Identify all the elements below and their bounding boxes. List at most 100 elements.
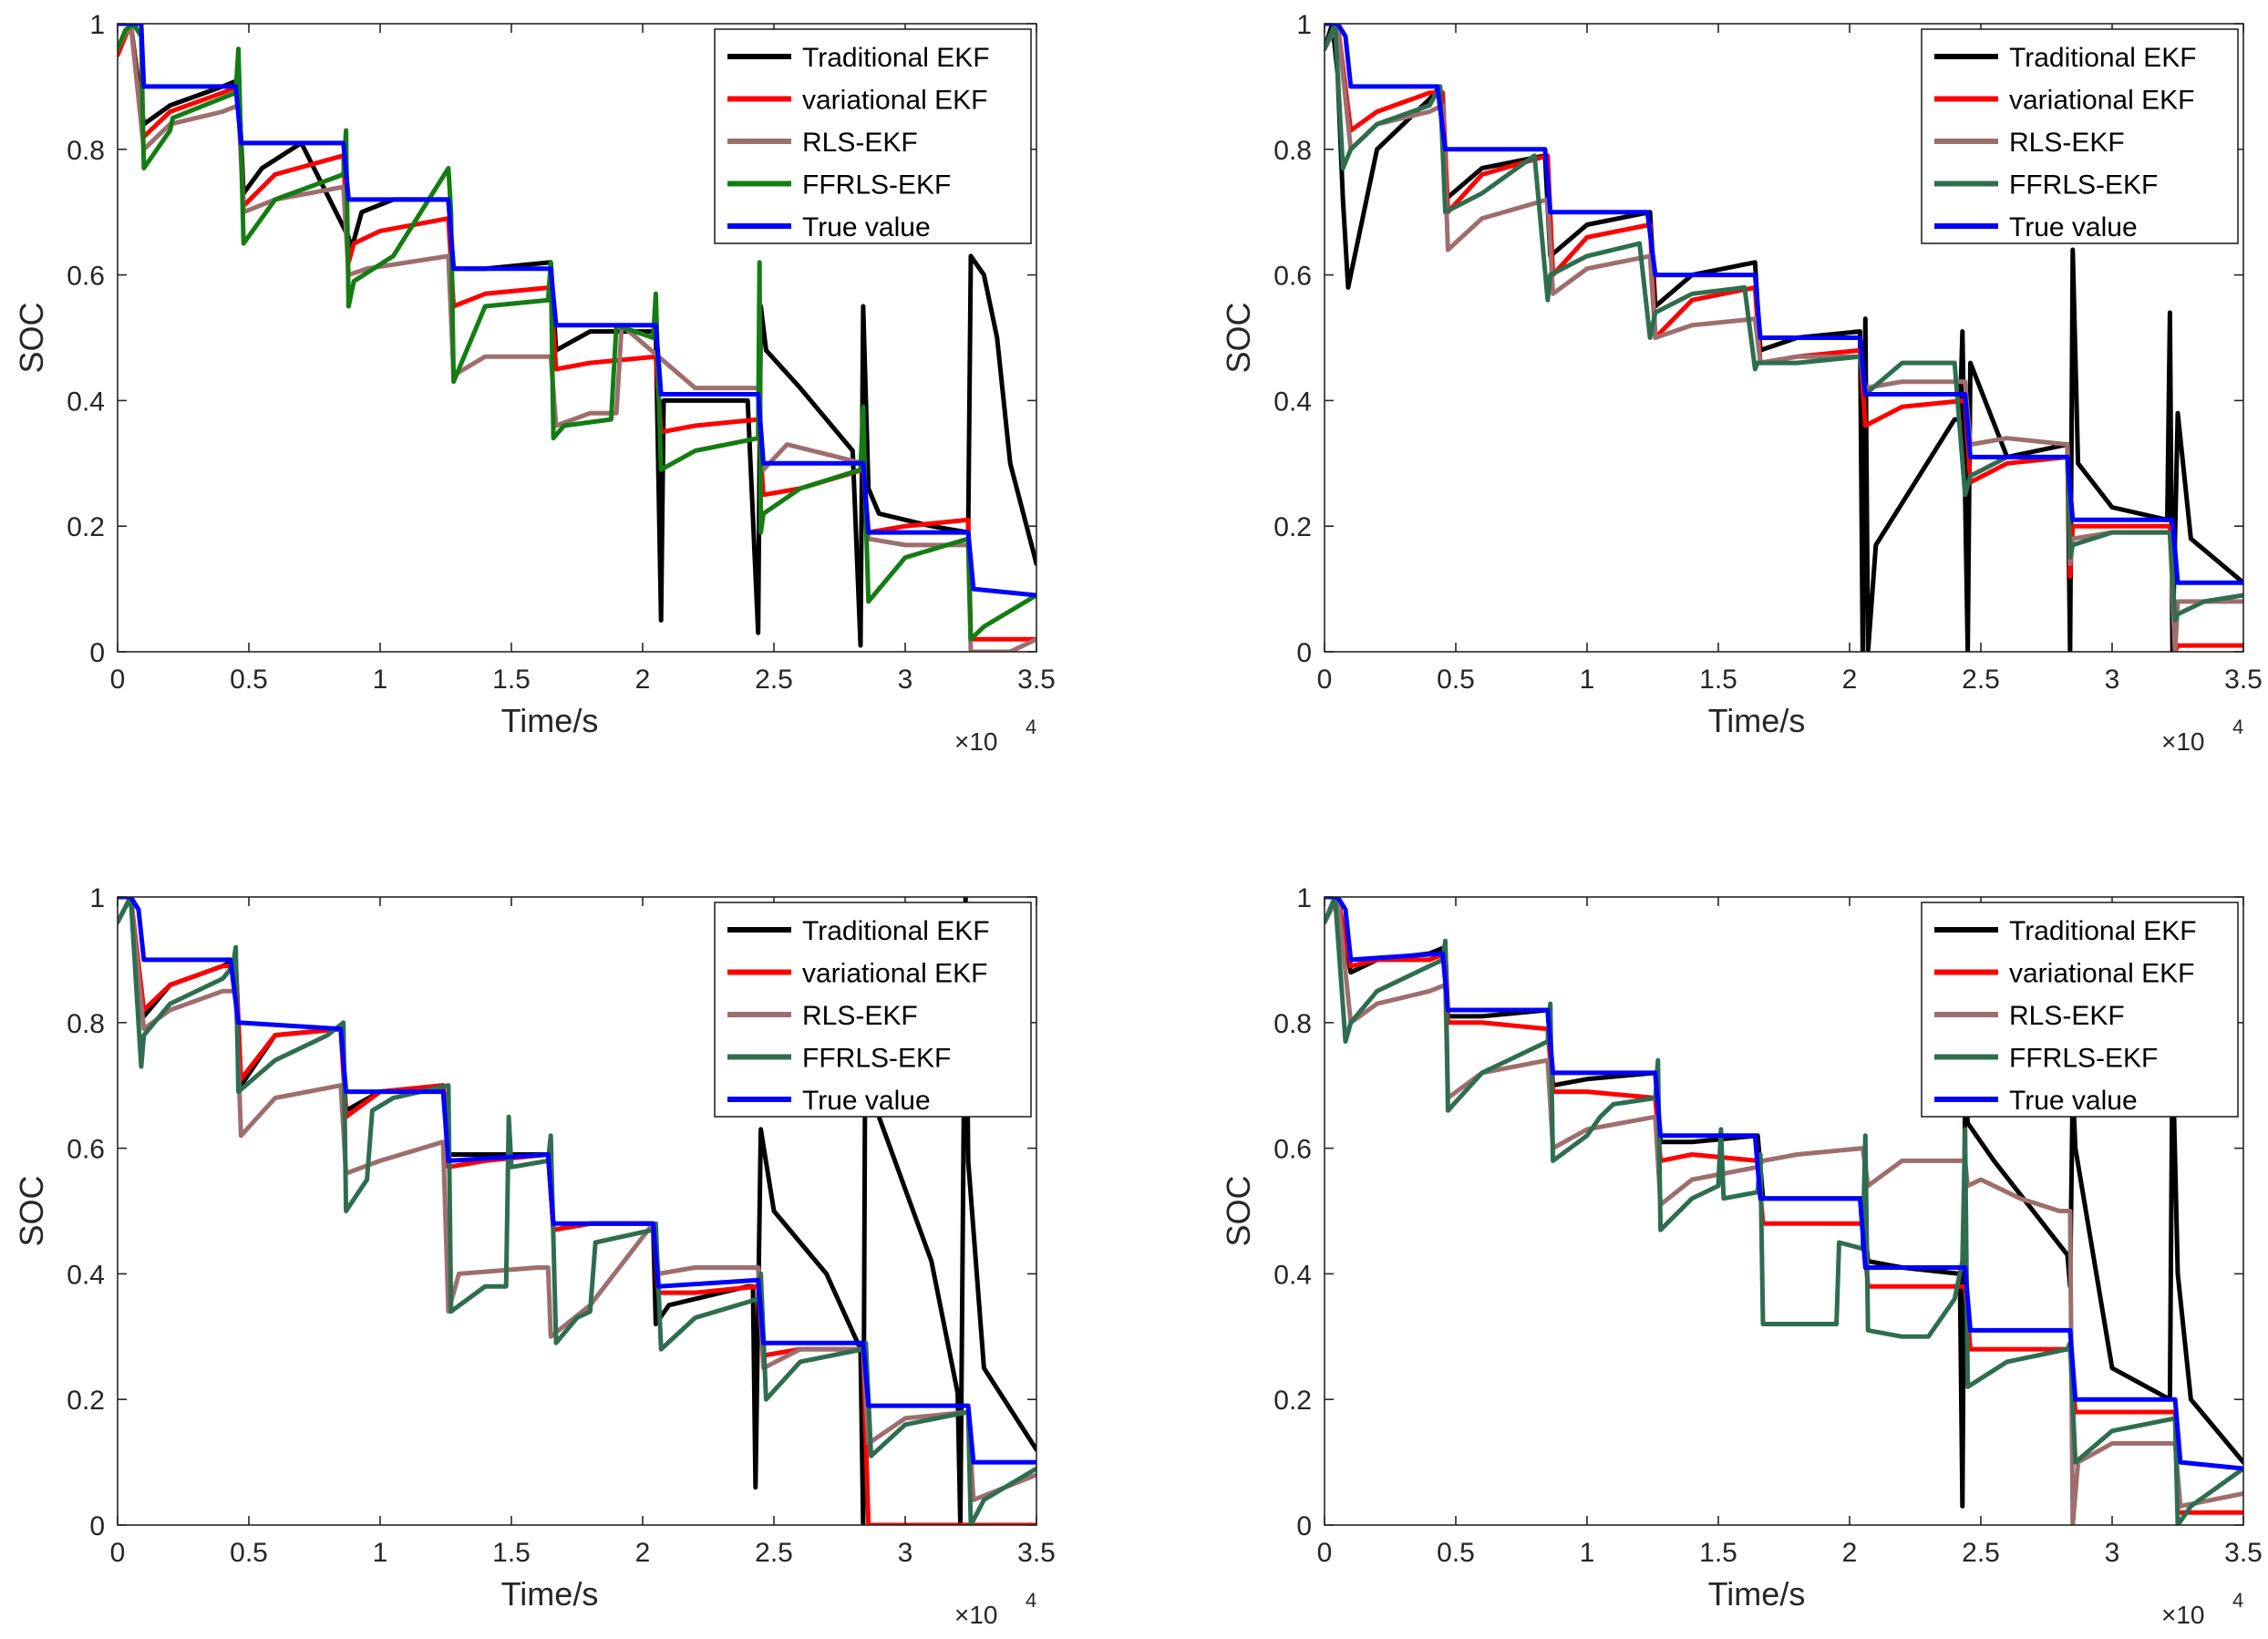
y-tick-label: 1 (89, 10, 105, 40)
legend: Traditional EKF variational EKF RLS-EKF FFR… (1921, 902, 2239, 1118)
legend-entry: Traditional EKF (802, 916, 990, 946)
y-tick-label: 0.8 (67, 1009, 105, 1039)
x-tick-label: 3.5 (1017, 665, 1056, 695)
x-tick-label: 2 (635, 1538, 651, 1568)
legend-entry: variational EKF (2009, 86, 2194, 116)
legend-entry: FFRLS-EKF (802, 170, 951, 201)
x-axis-label: Time/s (1708, 702, 1806, 739)
legend-entry: RLS-EKF (802, 128, 918, 158)
x-multiplier-exponent: 4 (1026, 1589, 1036, 1612)
y-tick-label: 1 (1296, 10, 1312, 40)
x-tick-label: 3 (898, 1538, 913, 1568)
y-tick-label: 0.6 (1273, 262, 1312, 292)
legend-entry: RLS-EKF (802, 1001, 918, 1031)
x-tick-label: 0 (1317, 665, 1333, 695)
series-line-true-value (1325, 24, 2243, 585)
y-tick-label: 1 (89, 883, 105, 913)
y-tick-label: 0.2 (67, 1386, 105, 1416)
x-tick-label: 2.5 (755, 1538, 793, 1568)
x-tick-label: 1 (1580, 665, 1595, 695)
y-tick-label: 0.4 (67, 387, 105, 417)
x-tick-label: 3.5 (2224, 665, 2263, 695)
series-line-ffrls-ekf (118, 897, 1036, 1525)
x-multiplier: ×10 (2161, 1601, 2205, 1629)
x-multiplier-exponent: 4 (1026, 716, 1036, 738)
y-axis-label: SOC (13, 302, 50, 373)
legend-entry: FFRLS-EKF (802, 1044, 951, 1074)
x-tick-label: 0 (110, 665, 126, 695)
axes-frame (1324, 896, 2244, 1526)
axes-frame (117, 23, 1037, 653)
x-tick-label: 1 (373, 665, 388, 695)
legend: Traditional EKF variational EKF RLS-EKF FFR… (714, 902, 1032, 1118)
x-axis-label: Time/s (501, 702, 599, 739)
x-tick-label: 2.5 (1962, 1538, 2000, 1568)
legend-entry: variational EKF (802, 86, 987, 116)
y-tick-label: 0 (1296, 1511, 1312, 1541)
y-tick-label: 0.2 (67, 512, 105, 542)
legend-box (714, 28, 1032, 244)
legend-box (714, 902, 1032, 1118)
y-tick-label: 0.2 (1273, 512, 1312, 542)
x-tick-label: 0 (1317, 1538, 1333, 1568)
axes-frame (117, 896, 1037, 1526)
y-tick-label: 0.6 (67, 262, 105, 292)
x-tick-label: 1 (1580, 1538, 1595, 1568)
series-line-true-value (118, 24, 1036, 598)
x-tick-label: 0.5 (230, 1538, 268, 1568)
legend-entry: True value (802, 212, 931, 242)
axes-frame (1324, 23, 2244, 653)
y-tick-label: 0.4 (1273, 1260, 1312, 1290)
x-tick-label: 3 (2105, 665, 2120, 695)
legend-entry: True value (802, 1086, 931, 1116)
x-tick-label: 1.5 (492, 1538, 531, 1568)
legend-entry: variational EKF (802, 959, 987, 989)
x-multiplier-exponent: 4 (2232, 716, 2243, 738)
x-tick-label: 3.5 (1017, 1538, 1056, 1568)
series-line-true-value (1325, 897, 2243, 1471)
y-tick-label: 0.4 (1273, 387, 1312, 417)
y-tick-label: 0.2 (1273, 1386, 1312, 1416)
x-tick-label: 2 (1842, 665, 1858, 695)
y-tick-label: 0 (1296, 638, 1312, 668)
legend-entry: Traditional EKF (2009, 43, 2197, 73)
series-line-true-value (118, 897, 1036, 1465)
x-tick-label: 3.5 (2224, 1538, 2263, 1568)
x-tick-label: 0.5 (1437, 1538, 1475, 1568)
legend-entry: RLS-EKF (2009, 128, 2125, 158)
x-multiplier: ×10 (954, 727, 998, 756)
legend-box (1921, 902, 2239, 1118)
series-lines (118, 897, 1036, 1525)
x-tick-label: 1.5 (492, 665, 531, 695)
y-tick-label: 0.4 (67, 1260, 105, 1290)
y-tick-label: 0.8 (1273, 1009, 1312, 1039)
x-multiplier: ×10 (2161, 727, 2205, 756)
legend-entry: Traditional EKF (802, 43, 990, 73)
y-tick-label: 0 (89, 1511, 105, 1541)
x-tick-label: 2 (1842, 1538, 1858, 1568)
y-axis-label: SOC (1220, 302, 1257, 373)
series-line-traditional-ekf (118, 24, 1036, 648)
y-axis-label: SOC (13, 1175, 50, 1246)
x-axis-label: Time/s (1708, 1575, 1806, 1613)
soc-chart-bottom-left: 0 0.5 1 1.5 2 2.5 3 3.5 0 0.2 0.4 0.6 0.8 1 Time/s SOC ×… (13, 883, 1056, 1629)
legend-entry: FFRLS-EKF (2009, 170, 2158, 201)
legend: Traditional EKF variational EKF RLS-EKF FFR… (1921, 28, 2239, 244)
legend-entry: Traditional EKF (2009, 916, 2197, 946)
x-multiplier-exponent: 4 (2232, 1589, 2243, 1612)
series-lines (1325, 24, 2243, 652)
x-tick-label: 3 (2105, 1538, 2120, 1568)
y-axis-label: SOC (1220, 1175, 1257, 1246)
x-tick-label: 2 (635, 665, 651, 695)
y-tick-label: 0.6 (67, 1135, 105, 1165)
y-tick-label: 0.6 (1273, 1135, 1312, 1165)
x-axis-label: Time/s (501, 1575, 599, 1613)
x-tick-label: 2.5 (1962, 665, 2000, 695)
x-tick-label: 1 (373, 1538, 388, 1568)
legend-box (1921, 28, 2239, 244)
legend-entry: FFRLS-EKF (2009, 1044, 2158, 1074)
soc-chart-bottom-right: 0 0.5 1 1.5 2 2.5 3 3.5 0 0.2 0.4 0.6 0.8 1 Time/s SOC ×… (1220, 883, 2263, 1629)
legend: Traditional EKF variational EKF RLS-EKF FFR… (714, 28, 1032, 244)
series-lines (118, 24, 1036, 652)
